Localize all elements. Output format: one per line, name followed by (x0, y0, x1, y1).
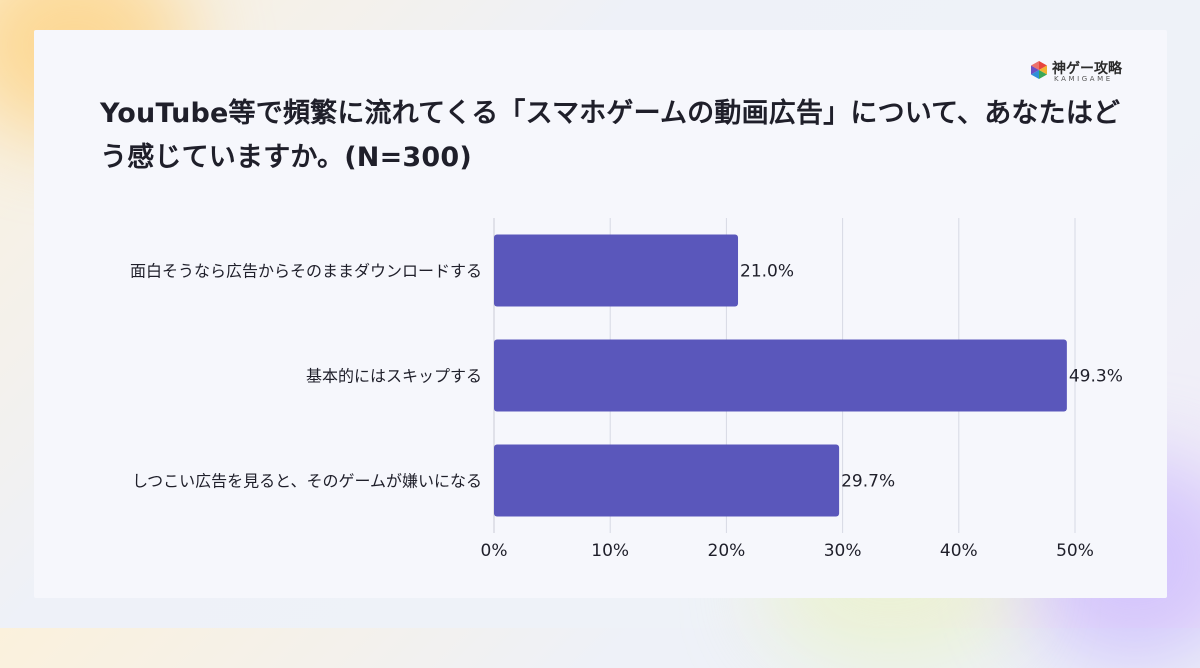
kamigame-logo-icon (1031, 61, 1047, 79)
data-label: 29.7% (841, 472, 895, 492)
x-tick-label: 40% (940, 541, 978, 561)
bar-chart: 0% 10% 20% 30% 40% 50% 面白そうなら広告からそのままダウンロードする 2… (130, 218, 1123, 561)
logo-subtitle: KAMIGAME (1054, 75, 1113, 83)
category-label: 面白そうなら広告からそのままダウンロードする (130, 262, 482, 281)
x-tick-label: 50% (1056, 541, 1094, 561)
chart-title: YouTube等で頻繁に流れてくる「スマホゲームの動画広告」について、あなたはど… (100, 98, 1121, 173)
category-label: 基本的にはスキップする (306, 367, 482, 386)
brand-logo: 神ゲー攻略 KAMIGAME (1030, 58, 1140, 88)
category-label: しつこい広告を見ると、そのゲームが嫌いになる (132, 472, 482, 491)
bar-0 (494, 234, 739, 307)
x-tick-label: 30% (824, 541, 862, 561)
x-tick-label: 20% (708, 541, 746, 561)
logo-name: 神ゲー攻略 (1052, 61, 1122, 77)
x-tick-label: 0% (481, 541, 508, 561)
bar-2 (494, 444, 840, 517)
data-label: 21.0% (740, 262, 794, 282)
x-tick-label: 10% (591, 541, 629, 561)
data-label: 49.3% (1069, 367, 1123, 387)
bar-1 (494, 339, 1067, 412)
